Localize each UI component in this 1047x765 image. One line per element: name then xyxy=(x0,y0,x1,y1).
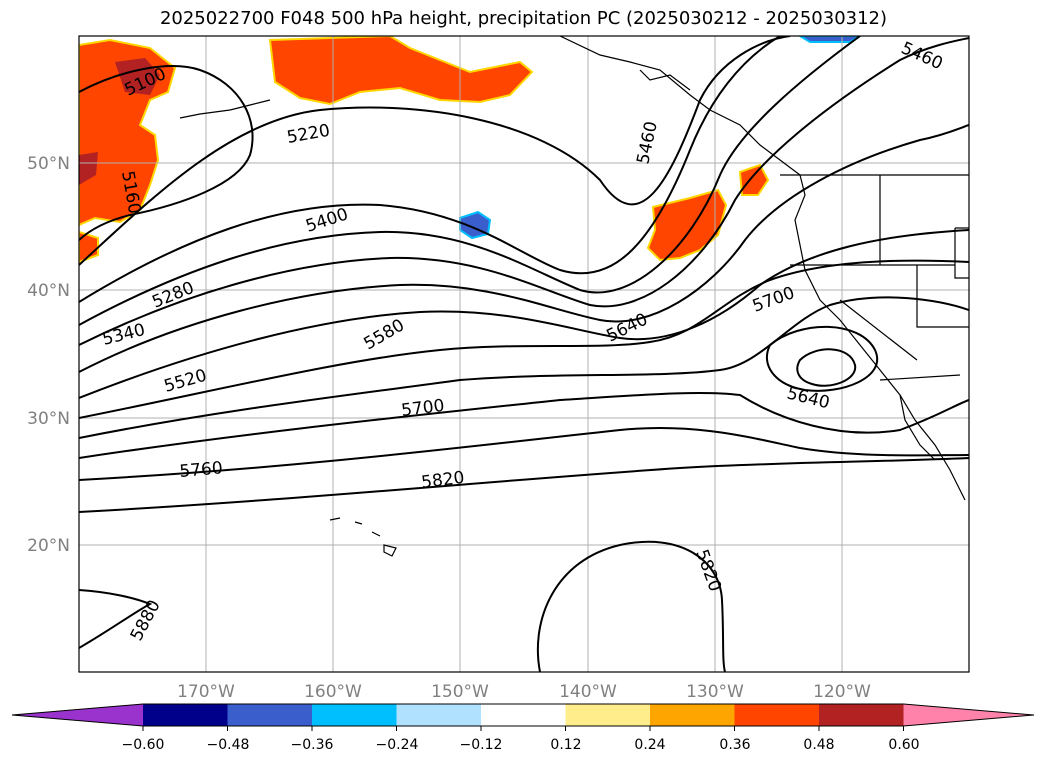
colorbar-tick-label: 0.12 xyxy=(550,737,581,753)
precip-region-nw-small xyxy=(79,230,99,264)
colorbar-segment xyxy=(819,704,904,726)
colorbar-tick-label: −0.48 xyxy=(207,737,250,753)
contour-label: 5460 xyxy=(633,120,662,166)
lon-label: 160°W xyxy=(304,682,362,702)
colorbar-segment xyxy=(227,704,313,726)
precip-fill-positive xyxy=(79,36,770,264)
plot-area: 5100 5160 5220 5280 5340 5400 5460 5460 … xyxy=(79,36,969,672)
contour-label: 5280 xyxy=(149,278,197,313)
lat-label: 30°N xyxy=(27,409,70,429)
contour-labels: 5100 5160 5220 5280 5340 5400 5460 5460 … xyxy=(100,38,945,644)
lon-label: 140°W xyxy=(559,682,617,702)
contour-label: 5700 xyxy=(400,396,445,421)
colorbar-tick-label: 0.36 xyxy=(719,737,750,753)
colorbar-segment xyxy=(143,704,228,726)
lon-label: 150°W xyxy=(431,682,489,702)
colorbar-tick-label: −0.36 xyxy=(291,737,334,753)
colorbar-segment xyxy=(481,704,566,726)
lon-label: 130°W xyxy=(686,682,744,702)
contour-label: 5640 xyxy=(785,383,832,413)
colorbar-extend-min xyxy=(12,704,143,726)
colorbar-tick-label: −0.24 xyxy=(376,737,419,753)
contour-label: 5220 xyxy=(285,121,331,148)
colorbar-tick-label: 0.48 xyxy=(803,737,834,753)
colorbar xyxy=(11,703,1035,731)
contour-label: 5640 xyxy=(603,310,651,347)
colorbar-tick-label: −0.12 xyxy=(460,737,503,753)
precip-neg-north xyxy=(798,36,862,43)
lat-label: 50°N xyxy=(27,154,70,174)
latitude-labels: 50°N 40°N 30°N 20°N xyxy=(27,154,70,556)
lon-label: 120°W xyxy=(813,682,871,702)
colorbar-segment xyxy=(650,704,735,726)
grid-lines xyxy=(79,36,969,672)
lon-label: 170°W xyxy=(177,682,235,702)
contour-label: 5820 xyxy=(691,547,725,594)
colorbar-segment xyxy=(734,704,820,726)
colorbar-tick-label: 0.24 xyxy=(634,737,665,753)
contour-label: 5460 xyxy=(898,38,946,74)
colorbar-segment xyxy=(312,704,397,726)
contour-label: 5340 xyxy=(100,320,147,350)
colorbar-segment xyxy=(396,704,482,726)
contour-label: 5580 xyxy=(361,315,408,354)
colorbar-segment xyxy=(565,704,651,726)
coastlines xyxy=(179,36,969,557)
colorbar-ticks: −0.60 −0.48 −0.36 −0.24 −0.12 0.12 0.24 … xyxy=(122,737,920,753)
precip-region-north xyxy=(268,36,534,106)
colorbar-extend-max xyxy=(903,704,1034,726)
map-title: 2025022700 F048 500 hPa height, precipit… xyxy=(159,8,888,29)
lat-label: 20°N xyxy=(27,536,70,556)
colorbar-tick-label: −0.60 xyxy=(122,737,165,753)
height-contours xyxy=(79,36,969,672)
precip-region-nw-dark2 xyxy=(79,152,98,185)
lat-label: 40°N xyxy=(27,281,70,301)
longitude-labels: 170°W 160°W 150°W 140°W 130°W 120°W xyxy=(177,682,871,702)
precip-region-coast xyxy=(738,163,770,196)
precip-region-east xyxy=(646,188,728,262)
plot-frame xyxy=(78,35,970,673)
contour-label: 5760 xyxy=(179,458,224,482)
contour-label: 5880 xyxy=(127,597,165,645)
colorbar-tick-label: 0.60 xyxy=(888,737,919,753)
contour-label: 5820 xyxy=(420,468,465,493)
